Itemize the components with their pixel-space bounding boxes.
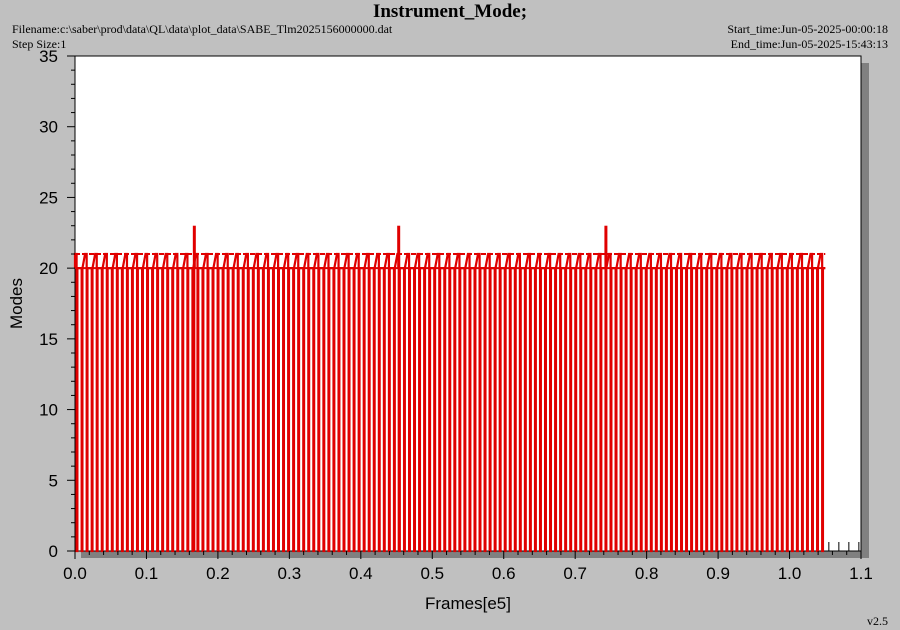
y-axis-label: Modes [7,278,26,329]
x-tick-label: 1.0 [778,564,802,583]
y-tick-label: 30 [39,118,58,137]
start-time-label: Start_time:Jun-05-2025-00:00:18 [727,22,888,36]
y-tick-label: 0 [49,542,58,561]
x-tick-label: 0.0 [63,564,87,583]
time-info: Start_time:Jun-05-2025-00:00:18 End_time… [727,22,888,52]
y-tick-label: 25 [39,188,58,207]
y-tick-label: 20 [39,259,58,278]
x-tick-label: 0.2 [206,564,230,583]
x-tick-label: 1.1 [849,564,873,583]
plot-area [74,55,862,552]
end-time-label: End_time:Jun-05-2025-15:43:13 [730,37,888,51]
filename-label: Filename:c:\saber\prod\data\QL\data\plot… [12,22,393,36]
y-tick-label: 15 [39,330,58,349]
x-tick-label: 0.4 [349,564,373,583]
x-tick-label: 0.6 [492,564,516,583]
y-tick-label: 10 [39,401,58,420]
series-line [73,252,826,553]
x-tick-label: 0.8 [635,564,659,583]
x-tick-label: 0.1 [135,564,159,583]
x-tick-label: 0.3 [278,564,302,583]
step-size-label: Step Size:1 [12,37,67,51]
chart-title: Instrument_Mode; [372,1,528,22]
y-tick-label: 5 [49,471,58,490]
version-label: v2.5 [867,614,888,628]
y-tick-label: 35 [39,47,58,66]
x-tick-label: 0.5 [420,564,444,583]
series-group [73,225,860,553]
axes-group: 0.0 0.1 0.2 0.3 0.4 0.5 0.6 0.7 0.8 0.9 1.0 1.1 0 5 10… [39,47,873,583]
file-info: Filename:c:\saber\prod\data\QL\data\plot… [12,22,392,52]
x-tick-label: 0.9 [706,564,730,583]
x-tick-label: 0.7 [563,564,587,583]
x-axis-label: Frames[e5] [425,594,511,613]
